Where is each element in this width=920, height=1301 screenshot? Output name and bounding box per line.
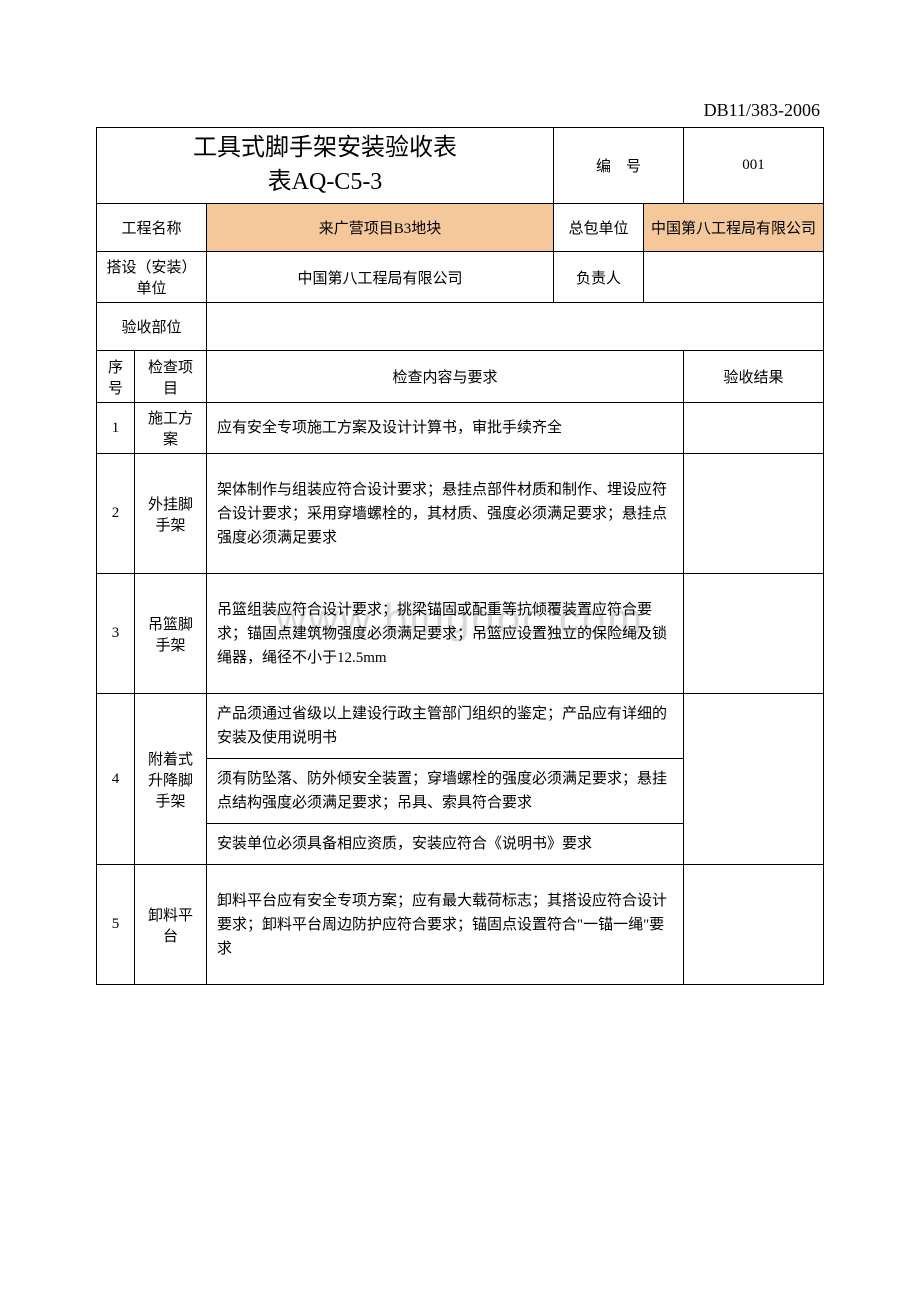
col-result: 验收结果 [684, 351, 824, 403]
row-item: 外挂脚手架 [135, 454, 207, 574]
title-line2: 表AQ-C5-3 [268, 169, 383, 195]
install-unit-label: 搭设（安装）单位 [97, 252, 207, 303]
row-item: 吊篮脚手架 [135, 574, 207, 694]
row-content: 安装单位必须具备相应资质，安装应符合《说明书》要求 [207, 824, 684, 865]
row-content: 卸料平台应有安全专项方案；应有最大载荷标志；其搭设应符合设计要求；卸料平台周边防… [207, 865, 684, 985]
row-result [684, 403, 824, 454]
inspection-form-table: 工具式脚手架安装验收表 表AQ-C5-3 编 号 001 工程名称 来广营项目B… [96, 127, 824, 985]
row-item: 附着式升降脚手架 [135, 694, 207, 865]
row-item: 卸料平台 [135, 865, 207, 985]
row-result [684, 454, 824, 574]
row-seq: 2 [97, 454, 135, 574]
accept-part-label: 验收部位 [97, 303, 207, 351]
col-item: 检查项目 [135, 351, 207, 403]
row-seq: 1 [97, 403, 135, 454]
responsible-label: 负责人 [553, 252, 643, 303]
row-seq: 5 [97, 865, 135, 985]
responsible-value [643, 252, 823, 303]
install-unit-value: 中国第八工程局有限公司 [207, 252, 554, 303]
row-seq: 4 [97, 694, 135, 865]
row-content: 产品须通过省级以上建设行政主管部门组织的鉴定；产品应有详细的安装及使用说明书 [207, 694, 684, 759]
contractor-label: 总包单位 [553, 204, 643, 252]
col-content: 检查内容与要求 [207, 351, 684, 403]
form-title: 工具式脚手架安装验收表 表AQ-C5-3 [97, 128, 554, 204]
row-content: 须有防坠落、防外倾安全装置；穿墙螺栓的强度必须满足要求；悬挂点结构强度必须满足要… [207, 759, 684, 824]
row-content: 架体制作与组装应符合设计要求；悬挂点部件材质和制作、埋设应符合设计要求；采用穿墙… [207, 454, 684, 574]
project-name-label: 工程名称 [97, 204, 207, 252]
title-line1: 工具式脚手架安装验收表 [193, 135, 457, 161]
row-seq: 3 [97, 574, 135, 694]
row-result [684, 694, 824, 865]
contractor-value: 中国第八工程局有限公司 [643, 204, 823, 252]
project-name-value: 来广营项目B3地块 [207, 204, 554, 252]
row-content: 应有安全专项施工方案及设计计算书，审批手续齐全 [207, 403, 684, 454]
accept-part-value [207, 303, 824, 351]
serial-label: 编 号 [553, 128, 683, 204]
row-result [684, 574, 824, 694]
row-result [684, 865, 824, 985]
document-code: DB11/383-2006 [96, 100, 824, 121]
row-item: 施工方案 [135, 403, 207, 454]
serial-value: 001 [684, 128, 824, 204]
col-seq: 序号 [97, 351, 135, 403]
row-content: 吊篮组装应符合设计要求；挑梁锚固或配重等抗倾覆装置应符合要求；锚固点建筑物强度必… [207, 574, 684, 694]
